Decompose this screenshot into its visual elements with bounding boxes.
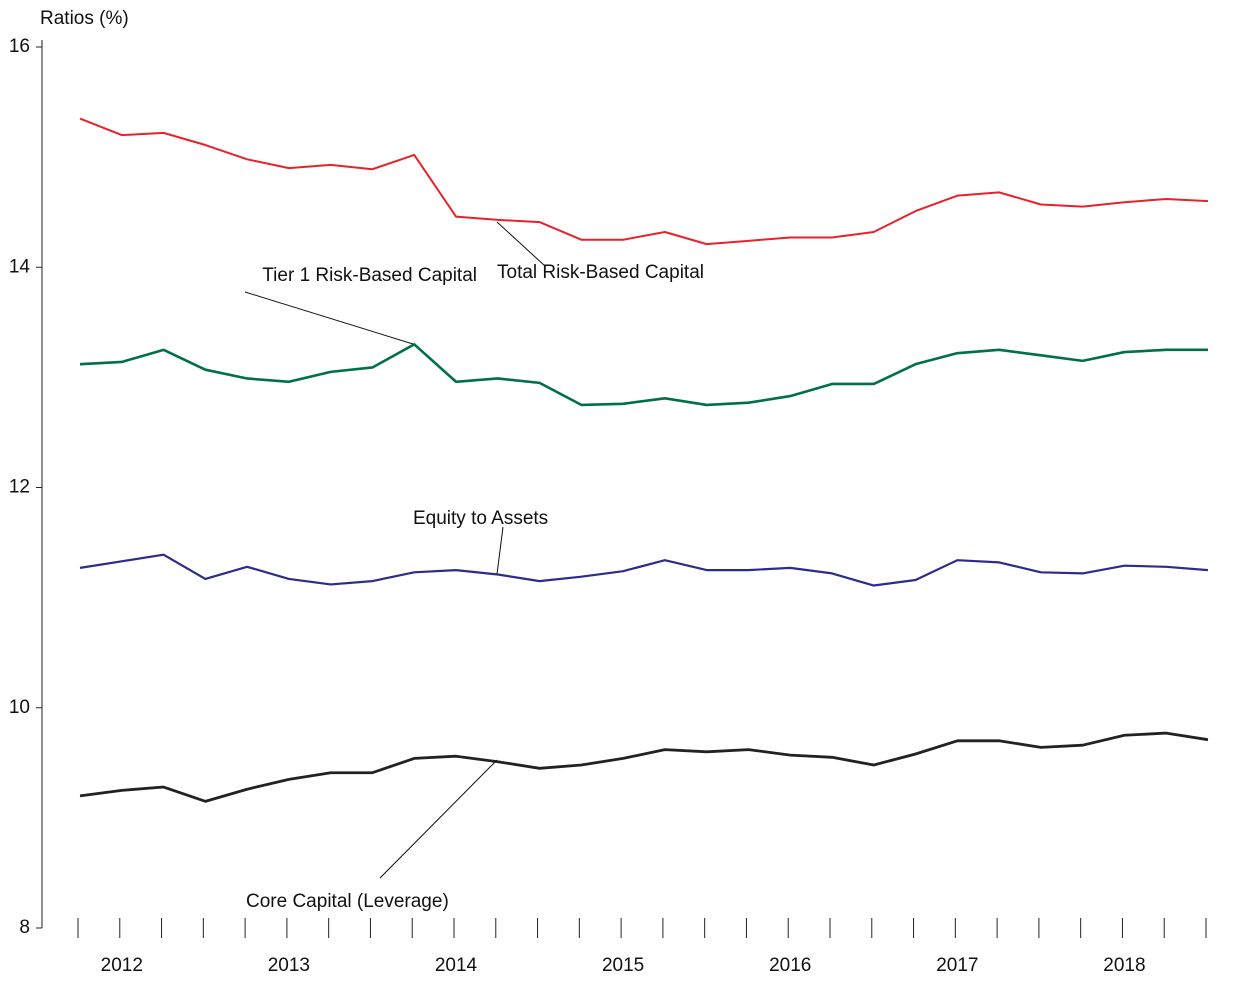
- series-line: [79, 731, 1209, 803]
- series-line: [79, 117, 1209, 246]
- x-tick-label: 2018: [1103, 955, 1145, 976]
- series-line: [79, 343, 1208, 407]
- y-tick-label: 10: [9, 697, 30, 718]
- y-axis-label: Ratios (%): [40, 8, 129, 29]
- y-tick-label: 16: [9, 36, 30, 57]
- leader-line: [244, 291, 414, 345]
- series-label: Equity to Assets: [413, 508, 548, 529]
- series-label: Core Capital (Leverage): [246, 891, 449, 912]
- y-tick-label: 12: [9, 477, 30, 498]
- y-tick-label: 14: [9, 256, 31, 277]
- x-tick-label: 2013: [268, 955, 310, 976]
- leader-line: [496, 221, 546, 267]
- x-tick-label: 2017: [936, 955, 978, 976]
- y-tick-label: 8: [19, 917, 30, 938]
- x-tick-label: 2015: [602, 955, 644, 976]
- x-tick-label: 2014: [435, 955, 478, 976]
- x-tick-label: 2012: [101, 955, 143, 976]
- series-line: [79, 553, 1209, 587]
- series-label: Total Risk-Based Capital: [497, 262, 704, 283]
- leader-line: [496, 526, 504, 575]
- leader-line: [379, 759, 498, 879]
- series-label: Tier 1 Risk-Based Capital: [262, 265, 477, 286]
- x-tick-label: 2016: [769, 955, 811, 976]
